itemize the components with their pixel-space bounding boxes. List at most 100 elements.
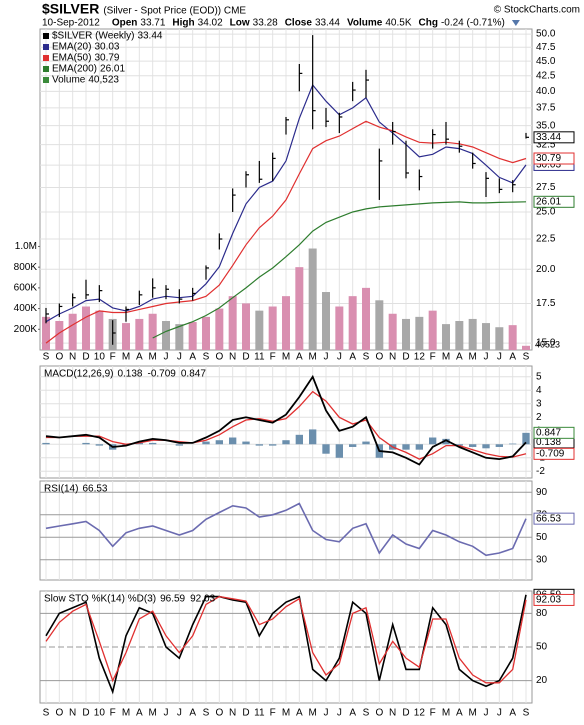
x-tick-label: O (375, 352, 383, 363)
value-box (533, 426, 575, 439)
histogram-bar (202, 441, 210, 445)
volume-bar (268, 306, 277, 350)
volume-bar (455, 321, 464, 350)
legend-value: 26.01 (100, 64, 125, 75)
histogram-bar (362, 441, 370, 445)
x-tick-label: S (203, 708, 210, 719)
volume-bar (55, 321, 64, 350)
x-tick-label: A (349, 352, 356, 363)
volume-bar (362, 287, 370, 350)
volume-bar (388, 313, 397, 350)
x-tick-label: A (296, 708, 303, 719)
y-tick-label: 3 (536, 398, 542, 409)
y-tick-label: 27.5 (536, 182, 556, 193)
legend-value: 0.138 (117, 369, 142, 380)
x-tick-label: O (215, 352, 223, 363)
histogram-bar (402, 444, 410, 450)
histogram-bar (335, 444, 343, 458)
volume-bar (348, 296, 357, 350)
value-box-label: 66.53 (536, 513, 561, 524)
series-line (45, 595, 527, 684)
volume-bar (308, 248, 317, 350)
volume-bar (122, 323, 130, 350)
series-line (45, 502, 527, 557)
x-tick-label: O (215, 708, 223, 719)
x-tick-label: F (430, 708, 436, 719)
volume-bar (42, 316, 50, 350)
value-box (533, 131, 575, 144)
volume-bar (188, 322, 197, 350)
x-tick-label: S (43, 708, 50, 719)
volume-bar (148, 313, 157, 350)
x-tick-label: M (442, 352, 450, 363)
y-tick-label: 35.0 (536, 120, 556, 131)
histogram-bar (469, 444, 477, 447)
volume-bar (162, 321, 170, 350)
value-box-label: -0.709 (536, 448, 565, 459)
series-line (46, 390, 527, 460)
legend-value: 0.847 (181, 369, 206, 380)
value-box (533, 195, 575, 208)
histogram-bar (415, 444, 423, 450)
volume-bar (468, 318, 477, 350)
histogram-bar (229, 437, 237, 445)
volume-bar (242, 303, 250, 350)
y-tick-label: 42.5 (536, 70, 556, 81)
field-value: 33.44 (315, 18, 340, 29)
value-box-label: 26.01 (536, 196, 561, 207)
y-tick-label: 30 (536, 554, 548, 565)
y-tick-label: 50 (536, 642, 548, 653)
series-line (45, 374, 527, 466)
x-tick-label: S (523, 352, 530, 363)
x-tick-label: S (363, 708, 370, 719)
volume-bar (68, 313, 77, 350)
x-tick-label: M (122, 352, 130, 363)
series-line (45, 594, 527, 695)
field-value: -0.24 (-0.71%) (441, 18, 505, 29)
field-label: High (172, 18, 194, 29)
y-tick-label: 80 (536, 608, 548, 619)
histogram-bar (282, 440, 290, 445)
legend-swatch (43, 77, 49, 83)
x-tick-label: 12 (414, 352, 426, 363)
histogram-bar (149, 442, 157, 445)
histogram-bar (269, 444, 277, 446)
x-tick-label: J (324, 352, 329, 363)
histogram-bar (442, 438, 450, 445)
volume-bar (135, 318, 144, 350)
legend-swatch (43, 55, 49, 61)
x-tick-label: J (497, 708, 502, 719)
histogram-bar (455, 444, 463, 446)
legend-value: 30.03 (94, 42, 119, 53)
x-tick-label: J (484, 708, 489, 719)
x-tick-label: S (363, 352, 370, 363)
x-tick-label: F (110, 352, 116, 363)
field-label: Chg (419, 18, 438, 29)
value-box-label: 0.138 (536, 437, 561, 448)
field-value: 34.02 (198, 18, 223, 29)
x-tick-label: J (324, 708, 329, 719)
x-tick-label: M (148, 708, 156, 719)
x-tick-label: N (229, 352, 236, 363)
histogram-bar (349, 444, 357, 447)
y-tick-label: 37.5 (536, 103, 556, 114)
y-tick-label: 4 (536, 385, 542, 396)
histogram-bar (215, 440, 223, 445)
field-value: 40.5K (385, 18, 411, 29)
histogram-bar (322, 444, 330, 454)
chart-title: $SILVER (42, 1, 99, 17)
histogram-bar (495, 444, 503, 447)
x-tick-label: 11 (254, 352, 265, 363)
histogram-bar (429, 437, 437, 445)
value-box (533, 593, 575, 606)
value-box (533, 512, 575, 525)
x-tick-label: D (82, 708, 89, 719)
legend-value: 33.44 (137, 31, 162, 42)
y-tick-label: 5 (536, 371, 542, 382)
histogram-bar (309, 429, 317, 445)
volume-bar (228, 296, 237, 350)
histogram-bar (42, 442, 50, 445)
x-tick-label: A (456, 708, 463, 719)
legend-label: EMA(20) (52, 42, 91, 53)
